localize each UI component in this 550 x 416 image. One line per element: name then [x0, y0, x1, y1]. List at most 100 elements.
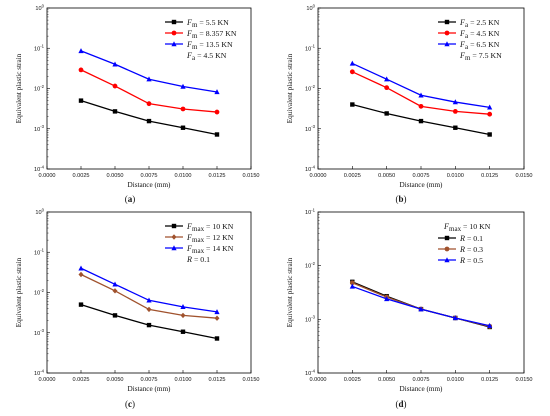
- data-point-1-3: [180, 312, 186, 319]
- y-tick-base: 10: [34, 371, 40, 377]
- y-tick-base: 10: [306, 6, 312, 12]
- data-point-1-2: [146, 306, 152, 313]
- legend-label: Fm = 8.357 KN: [186, 29, 237, 40]
- x-tick-label: 0.0025: [72, 377, 89, 383]
- y-axis-title: Equivalent plastic strain: [15, 257, 23, 327]
- data-point-0-3: [180, 329, 186, 334]
- legend-value: = 0.1: [192, 255, 210, 264]
- legend-symbol: F: [459, 29, 466, 38]
- legend-marker: [171, 223, 177, 229]
- legend-value: = 7.5 KN: [470, 51, 502, 60]
- x-tick-label: 0.0100: [174, 377, 191, 383]
- data-point-2-3: [452, 315, 458, 321]
- legend-marker: [444, 30, 450, 36]
- data-point-2-1: [112, 281, 118, 287]
- legend-label: Fmax = 10 KN: [186, 222, 234, 233]
- legend-subscript: max: [449, 225, 462, 233]
- y-tick-base: 10: [305, 167, 311, 173]
- x-tick-label: 0.0075: [140, 377, 157, 383]
- y-tick-exponent: -1: [40, 248, 44, 253]
- series-line-2: [352, 62, 490, 109]
- legend-value: = 4.5 KN: [195, 51, 227, 60]
- y-tick-label: 10-3: [34, 328, 45, 337]
- legend-value: = 0.5: [465, 256, 483, 265]
- legend-symbol: F: [186, 29, 193, 38]
- legend-value: = 10 KN: [461, 222, 491, 231]
- legend-marker: [171, 30, 177, 36]
- x-axis-title: Distance (mm): [128, 181, 172, 189]
- y-tick-exponent: -2: [40, 288, 44, 293]
- y-tick-exponent: -1: [40, 44, 44, 49]
- legend-symbol: F: [186, 244, 193, 253]
- panel-label-open: (: [125, 194, 128, 204]
- data-point-1-3: [452, 108, 458, 114]
- y-tick-exponent: -3: [311, 315, 315, 320]
- y-tick-label: 10-1: [34, 44, 45, 53]
- x-tick-label: 0.0025: [72, 173, 89, 179]
- data-point-0-2: [146, 322, 152, 328]
- x-axis-title: Distance (mm): [128, 385, 172, 393]
- legend-marker: [444, 257, 450, 263]
- data-point-1-0: [349, 280, 355, 286]
- y-tick-base: 10: [305, 371, 311, 377]
- legend-marker: [444, 19, 450, 25]
- legend-symbol: F: [459, 51, 466, 60]
- data-point-2-4: [487, 322, 493, 328]
- y-tick-label: 10-2: [34, 84, 45, 93]
- y-tick-exponent: -2: [311, 84, 315, 89]
- legend-value: = 13.5 KN: [197, 40, 233, 49]
- x-tick-label: 0.0100: [174, 173, 191, 179]
- panel-label: (a): [125, 194, 136, 204]
- data-point-2-1: [384, 296, 390, 302]
- legend-value: = 0.3: [465, 245, 483, 254]
- data-point-0-3: [180, 125, 186, 130]
- data-point-0-2: [146, 118, 152, 124]
- legend-marker: [171, 245, 177, 251]
- legend-label: Fa = 4.5 KN: [459, 29, 500, 40]
- legend-subscript: max: [192, 236, 205, 244]
- panel-label-letter: b: [398, 194, 403, 204]
- legend-symbol: F: [186, 222, 193, 231]
- y-tick-base: 10: [34, 331, 40, 337]
- legend-value: = 2.5 KN: [468, 18, 500, 27]
- y-tick-label: 10-3: [305, 124, 316, 133]
- series-line-1: [352, 282, 490, 327]
- data-point-1-0: [78, 67, 84, 73]
- x-tick-label: 0.0125: [481, 173, 498, 179]
- panel-label-letter: a: [128, 194, 133, 204]
- data-point-0-3: [453, 125, 458, 130]
- y-tick-label: 10-2: [305, 261, 316, 270]
- legend-value: = 10 KN: [204, 222, 234, 231]
- legend-subscript: max: [192, 225, 205, 233]
- legend-symbol: F: [186, 18, 193, 27]
- x-tick-label: 0.0125: [208, 377, 225, 383]
- panel-label: (d): [395, 399, 406, 409]
- y-tick-exponent: -4: [311, 164, 315, 169]
- x-tick-label: 0.0000: [309, 377, 326, 383]
- legend-marker: [171, 234, 177, 240]
- legend-value: = 14 KN: [204, 244, 234, 253]
- data-point-2-2: [146, 297, 152, 303]
- legend-label: R = 0.3: [459, 245, 483, 254]
- y-tick-exponent: -3: [40, 124, 44, 129]
- panel-d: 0.0000 0.0025 0.0050 0.0075 0.0100 0.0125 0.01…: [286, 207, 533, 409]
- y-axis-title: Equivalent plastic strain: [15, 53, 23, 123]
- x-tick-label: 0.0125: [208, 173, 225, 179]
- x-tick-label: 0.0150: [242, 377, 259, 383]
- panel-label-letter: c: [128, 399, 132, 409]
- y-tick-label: 100: [35, 3, 44, 12]
- data-point-1-0: [78, 271, 84, 278]
- plot-frame: [317, 211, 525, 374]
- x-tick-label: 0.0075: [140, 173, 157, 179]
- x-tick-label: 0.0050: [378, 377, 395, 383]
- y-tick-label: 10-4: [34, 368, 45, 377]
- x-tick-label: 0.0050: [106, 377, 123, 383]
- y-axis-title: Equivalent plastic strain: [286, 53, 294, 123]
- y-axis-title: Equivalent plastic strain: [286, 257, 294, 327]
- y-tick-base: 10: [305, 210, 311, 216]
- y-tick-label: 10-1: [305, 44, 316, 53]
- x-tick-label: 0.0025: [344, 173, 361, 179]
- legend-subscript: a: [465, 32, 469, 40]
- y-tick-base: 10: [34, 87, 40, 93]
